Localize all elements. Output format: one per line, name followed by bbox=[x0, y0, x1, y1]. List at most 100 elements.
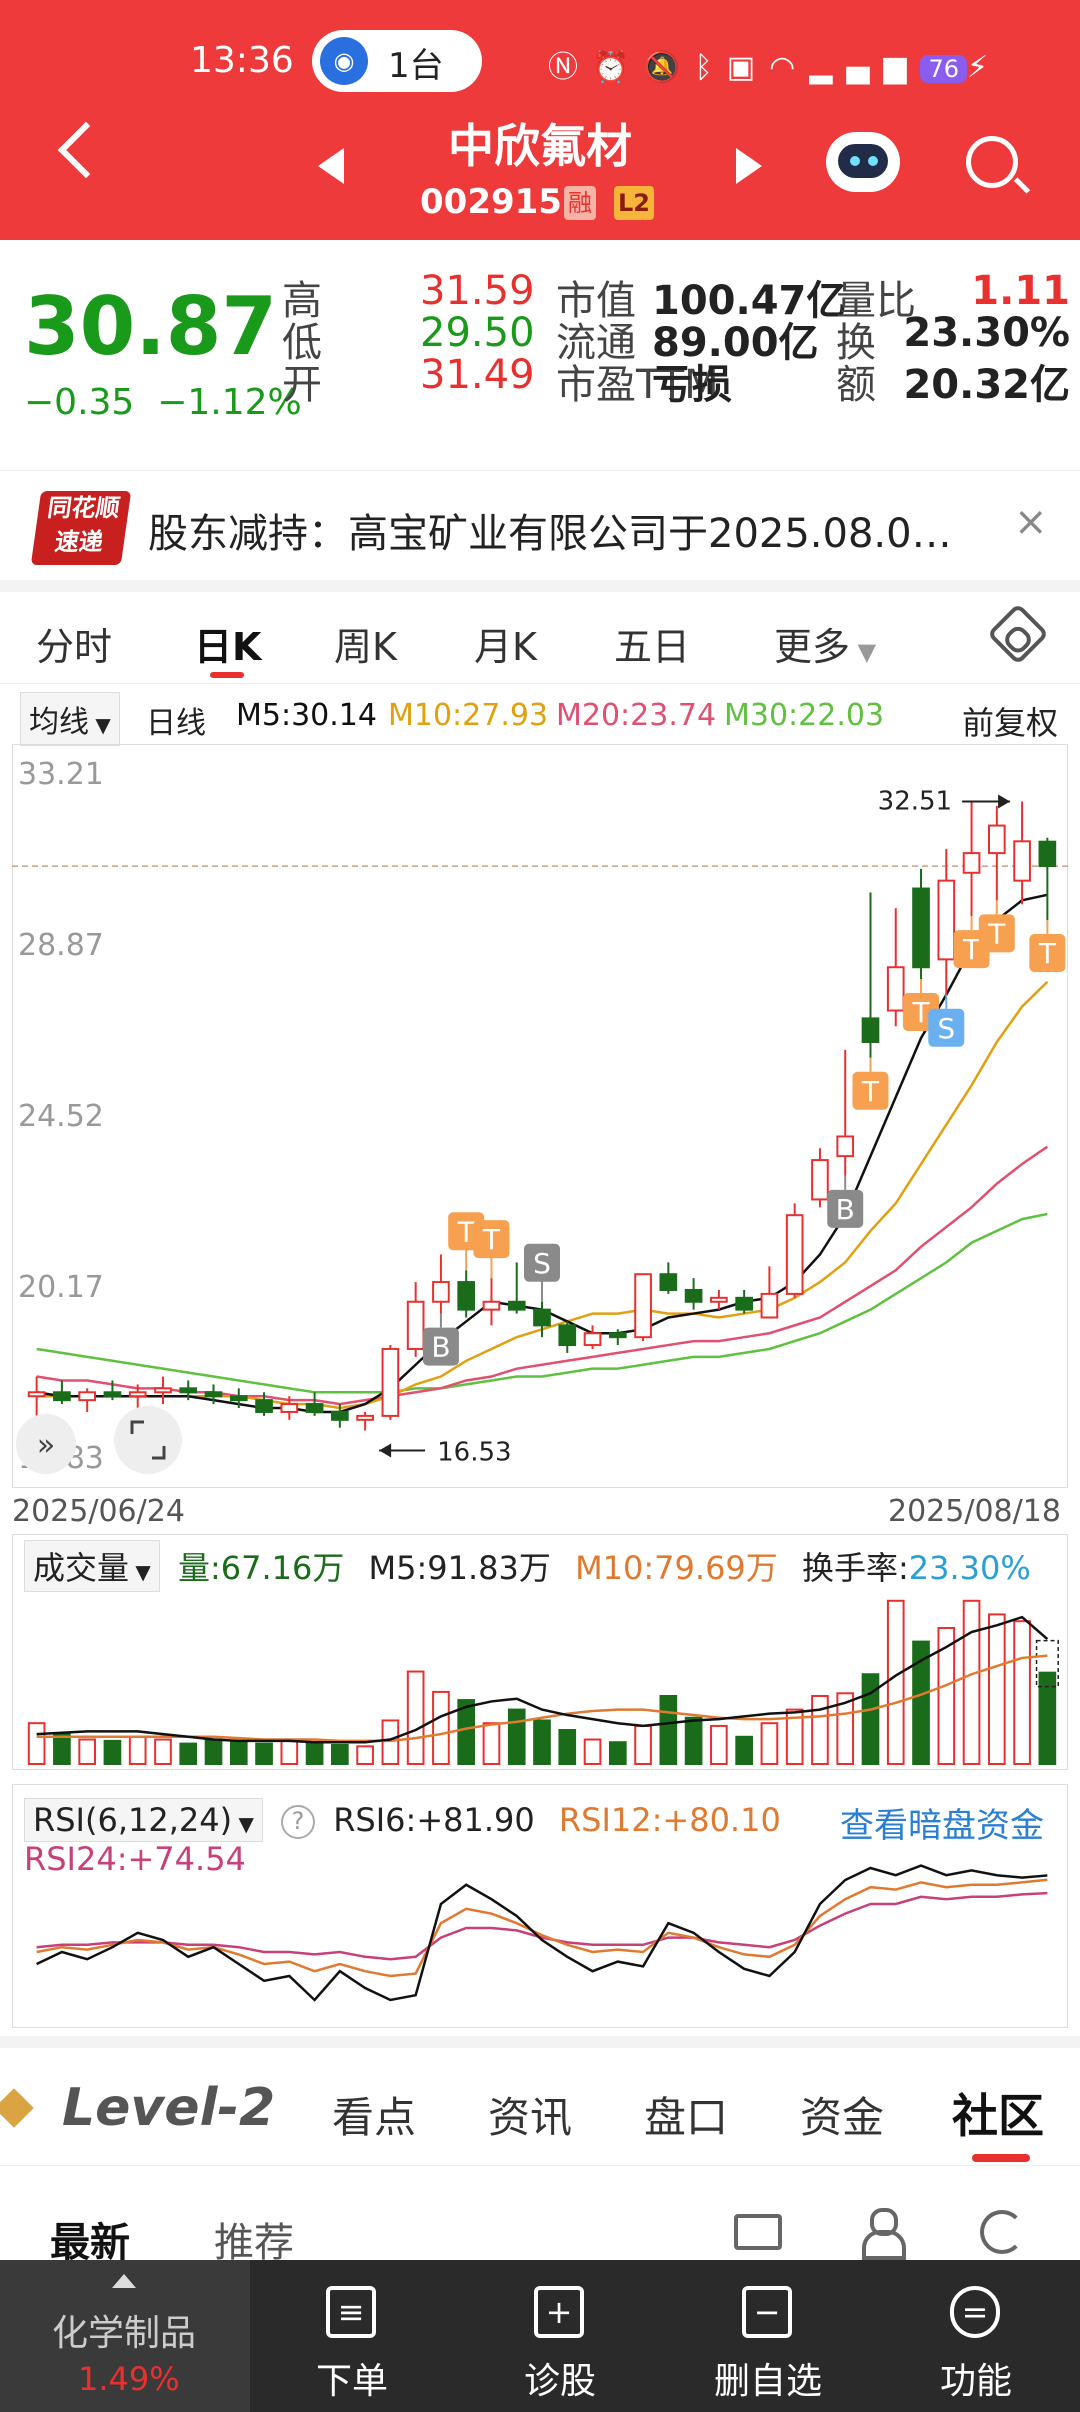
adjust-mode-button[interactable]: 前复权 bbox=[962, 704, 1059, 742]
tab-intraday[interactable]: 分时 bbox=[36, 625, 113, 669]
volume-bar bbox=[583, 1738, 602, 1766]
volume-ma5-line bbox=[36, 1615, 1049, 1744]
quote-v2-row1: 89.00亿 bbox=[652, 320, 819, 366]
prev-stock-icon[interactable] bbox=[318, 148, 344, 184]
volume-bar bbox=[608, 1741, 627, 1766]
change-percent: −1.12% bbox=[157, 382, 302, 423]
tab-level2[interactable]: Level-2 bbox=[62, 2078, 276, 2138]
order-button[interactable]: ≡ 下单 bbox=[252, 2260, 452, 2412]
candle-body bbox=[356, 1414, 374, 1421]
rsi-legend: RSI(6,12,24) ▼ ? RSI6:+81.90 RSI12:+80.1… bbox=[24, 1798, 781, 1842]
kline-frame bbox=[12, 744, 1068, 1488]
trade-marker-label: T bbox=[1038, 937, 1057, 970]
rsi-chart[interactable] bbox=[12, 1784, 1068, 2028]
settings-icon[interactable] bbox=[986, 602, 1050, 666]
quote-v1-row0: 31.59 bbox=[420, 268, 535, 314]
divider bbox=[0, 580, 1080, 592]
news-logo-top: 同花顺 bbox=[45, 494, 122, 522]
volume-ma10-line bbox=[36, 1654, 1048, 1743]
refresh-icon[interactable] bbox=[980, 2210, 1024, 2254]
rsi-frame bbox=[12, 1784, 1068, 2028]
volume-chart[interactable] bbox=[12, 1534, 1068, 1770]
robot-assistant-icon[interactable] bbox=[826, 132, 900, 192]
trade-marker-label: S bbox=[937, 1012, 955, 1045]
chart-period-tabs: 分时 日K 周K 月K 五日 更多 ▼ bbox=[0, 592, 1080, 684]
volume-bar bbox=[634, 1724, 652, 1765]
news-ticker[interactable]: 同花顺 速递 股东减持：高宝矿业有限公司于2025.08.0… × bbox=[0, 470, 1080, 580]
trade-marker bbox=[852, 1071, 889, 1110]
tab-daily-k[interactable]: 日K bbox=[194, 625, 262, 669]
tab-weekly-k[interactable]: 周K bbox=[334, 625, 397, 669]
functions-button[interactable]: = 功能 bbox=[876, 2260, 1076, 2412]
trade-marker-label: T bbox=[911, 996, 930, 1029]
y-tick-label: 33.21 bbox=[18, 757, 104, 792]
date-axis: 2025/06/24 2025/08/18 bbox=[0, 1492, 1080, 1536]
volume-dropdown-label: 成交量 bbox=[33, 1549, 130, 1587]
industry-panel[interactable]: 化学制品 1.49% bbox=[0, 2260, 250, 2412]
rsi-dropdown[interactable]: RSI(6,12,24) ▼ bbox=[24, 1798, 263, 1842]
functions-label: 功能 bbox=[939, 2361, 1012, 2402]
tab-funds[interactable]: 资金 bbox=[800, 2093, 885, 2142]
tab-community[interactable]: 社区 bbox=[952, 2089, 1044, 2143]
close-icon[interactable]: × bbox=[1014, 499, 1048, 545]
candle-body bbox=[305, 1403, 324, 1413]
candle-body bbox=[179, 1387, 198, 1394]
signal-icon: ▂▄▆ bbox=[809, 50, 921, 85]
tab-recommended[interactable]: 推荐 bbox=[214, 2220, 294, 2266]
trade-marker-label: B bbox=[836, 1193, 855, 1226]
volume-bar bbox=[785, 1708, 804, 1766]
tab-latest[interactable]: 最新 bbox=[50, 2220, 130, 2266]
order-icon: ≡ bbox=[326, 2286, 376, 2338]
device-pill[interactable]: ◉ 1台 bbox=[312, 30, 482, 92]
trade-marker-label: T bbox=[482, 1223, 501, 1256]
quote-l2-row1: 流通 bbox=[556, 320, 636, 366]
tab-more[interactable]: 更多 ▼ bbox=[774, 616, 876, 671]
candle-body bbox=[760, 1292, 779, 1319]
trade-marker-label: T bbox=[457, 1215, 476, 1248]
trade-marker-label: T bbox=[987, 917, 1006, 950]
volume-bar bbox=[381, 1719, 400, 1765]
news-text[interactable]: 股东减持：高宝矿业有限公司于2025.08.0… bbox=[148, 511, 952, 557]
chevron-up-icon bbox=[112, 2274, 136, 2288]
volume-bar bbox=[356, 1745, 374, 1766]
user-icon[interactable] bbox=[860, 2208, 906, 2260]
diagnose-icon: + bbox=[534, 2286, 584, 2338]
stock-code: 002915 bbox=[420, 182, 562, 222]
turnover-value: 23.30% bbox=[908, 1549, 1031, 1587]
tab-highlights[interactable]: 看点 bbox=[332, 2093, 417, 2142]
next-stock-icon[interactable] bbox=[736, 148, 762, 184]
remove-watchlist-button[interactable]: − 删自选 bbox=[668, 2260, 868, 2412]
trade-marker-label: B bbox=[431, 1331, 450, 1364]
remove-icon: − bbox=[742, 2286, 792, 2338]
tab-news[interactable]: 资讯 bbox=[488, 2093, 573, 2142]
tab-monthly-k[interactable]: 月K bbox=[474, 625, 537, 669]
status-time: 13:36 bbox=[190, 40, 294, 81]
help-icon[interactable]: ? bbox=[281, 1805, 316, 1839]
tab-orderbook[interactable]: 盘口 bbox=[644, 2093, 729, 2142]
margin-badge: 融 bbox=[564, 186, 596, 220]
mail-icon[interactable] bbox=[734, 2214, 782, 2250]
ma-dropdown[interactable]: 均线 ▼ bbox=[20, 692, 120, 746]
device-pill-label: 1台 bbox=[388, 46, 444, 86]
volume-legend: 成交量 ▼ 量:67.16万 M5:91.83万 M10:79.69万 换手率:… bbox=[24, 1540, 1064, 1592]
dark-pool-link[interactable]: 查看暗盘资金 bbox=[840, 1806, 1044, 1846]
volume-bar bbox=[255, 1742, 273, 1766]
remove-watchlist-label: 删自选 bbox=[713, 2361, 822, 2402]
quote-l1-row2: 开 bbox=[282, 362, 322, 408]
volume-dropdown[interactable]: 成交量 ▼ bbox=[24, 1540, 160, 1592]
candle-body bbox=[432, 1281, 450, 1303]
search-icon[interactable] bbox=[966, 136, 1018, 188]
volume-m10: M10:79.69万 bbox=[575, 1549, 778, 1587]
diagnose-button[interactable]: + 诊股 bbox=[460, 2260, 660, 2412]
candle-body bbox=[78, 1391, 97, 1402]
tab-five-day[interactable]: 五日 bbox=[614, 625, 691, 669]
bluetooth-icon: ᛒ bbox=[694, 50, 727, 85]
turnover-label: 换手率: bbox=[801, 1549, 909, 1587]
kline-chart[interactable]: 33.2128.8724.5220.1715.83TTSBBTTSTTT32.5… bbox=[12, 744, 1068, 1488]
quote-l2-row2: 市盈TTM bbox=[556, 362, 719, 408]
diagnose-label: 诊股 bbox=[523, 2361, 596, 2402]
expand-left-icon bbox=[16, 1414, 76, 1474]
volume-frame bbox=[12, 1534, 1068, 1770]
status-bar: 13:36 ◉ 1台 Ⓝ⏰🔕ᛒ▣◠▂▄▆ 76 ⚡ bbox=[0, 30, 1080, 92]
candle-body bbox=[811, 1159, 829, 1201]
